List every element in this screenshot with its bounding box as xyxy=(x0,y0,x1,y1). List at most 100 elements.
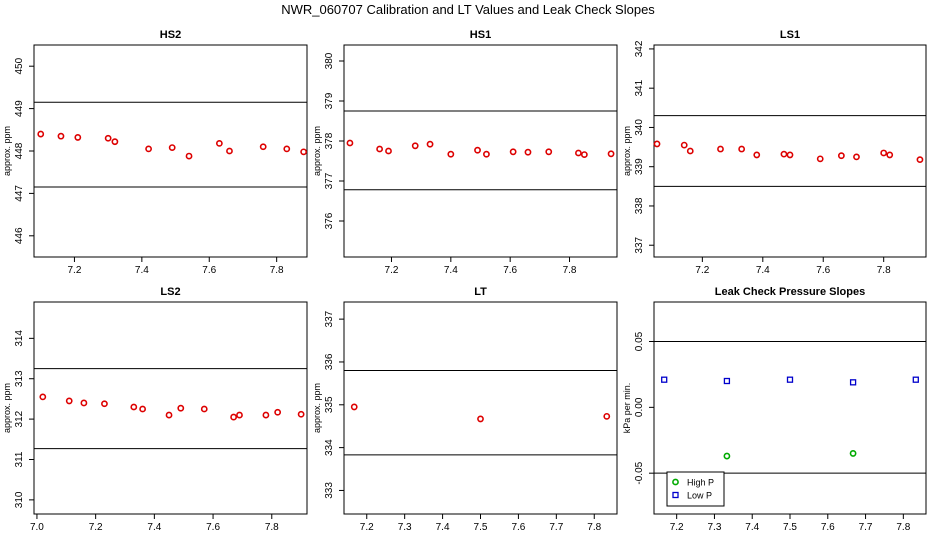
x-tick-label: 7.6 xyxy=(816,265,830,276)
y-axis-label: approx. ppm xyxy=(312,126,322,176)
x-tick-label: 7.8 xyxy=(877,265,891,276)
data-point xyxy=(723,452,731,460)
x-tick-label: 7.6 xyxy=(821,522,835,533)
y-tick-label: 380 xyxy=(324,52,335,69)
data-point xyxy=(686,147,694,155)
data-point xyxy=(346,139,354,147)
panel-3: LS2 7.0 7.2 7.4 7.6 7.8 310 311 312 313 314 approx.… xyxy=(2,286,308,533)
x-tick-label: 7.2 xyxy=(670,522,684,533)
y-axis-label: approx. ppm xyxy=(2,383,12,433)
data-point xyxy=(447,150,455,158)
y-tick-label: 311 xyxy=(14,451,25,467)
panels: HS2 7.2 7.4 7.6 7.8 446 447 448 449 450 approx. pp… xyxy=(2,29,927,533)
figure-title: NWR_060707 Calibration and LT Values and… xyxy=(281,2,655,17)
panel-5: Leak Check Pressure Slopes 7.2 7.3 7.4 7.5 7.… xyxy=(622,286,927,533)
data-point xyxy=(145,145,152,153)
x-tick-label: 7.2 xyxy=(89,522,103,533)
data-point xyxy=(880,149,888,157)
data-point xyxy=(837,152,845,160)
data-point xyxy=(74,134,82,141)
y-tick-label: 335 xyxy=(324,396,335,413)
data-point xyxy=(717,145,724,153)
data-point xyxy=(230,413,238,421)
data-point xyxy=(101,400,108,408)
data-point xyxy=(680,141,688,149)
panel-2: LS1 7.2 7.4 7.6 7.8 337 338 339 340 341 342 approx.… xyxy=(622,29,927,276)
legend-box xyxy=(666,471,725,507)
y-tick-label: 337 xyxy=(634,236,645,253)
x-tick-label: 7.3 xyxy=(707,522,721,533)
y-tick-label: 312 xyxy=(14,410,25,427)
y-tick-label: 333 xyxy=(324,482,335,499)
x-tick-label: 7.2 xyxy=(67,265,81,276)
data-point xyxy=(350,403,358,411)
y-tick-label: 450 xyxy=(14,57,25,74)
data-point xyxy=(653,140,661,148)
x-tick-label: 7.4 xyxy=(147,522,161,533)
y-tick-label: -0.05 xyxy=(634,461,645,484)
data-point xyxy=(426,140,434,148)
y-tick-label: 310 xyxy=(14,491,25,508)
legend-label: High P xyxy=(687,478,714,488)
data-point xyxy=(483,150,490,158)
data-point xyxy=(916,156,924,164)
data-point xyxy=(274,408,282,416)
panel-title: HS1 xyxy=(470,29,491,41)
y-tick-label: 447 xyxy=(14,185,25,202)
panel-title: LS2 xyxy=(160,286,180,298)
x-tick-label: 7.4 xyxy=(756,265,770,276)
data-point xyxy=(236,411,243,419)
data-point xyxy=(474,146,481,154)
y-axis-label: approx. ppm xyxy=(312,383,322,433)
x-tick-label: 7.8 xyxy=(587,522,601,533)
y-axis-label: approx. ppm xyxy=(2,126,12,176)
data-point xyxy=(509,148,517,156)
legend-marker xyxy=(672,478,679,486)
x-tick-label: 7.2 xyxy=(695,265,709,276)
plot-frame xyxy=(343,44,618,258)
data-point xyxy=(215,139,223,147)
data-point xyxy=(259,143,267,151)
y-tick-label: 448 xyxy=(14,142,25,159)
data-point xyxy=(165,411,173,419)
y-tick-label: 0.00 xyxy=(634,397,645,417)
data-point xyxy=(753,151,761,159)
x-tick-label: 7.5 xyxy=(474,522,488,533)
x-tick-label: 7.2 xyxy=(360,522,374,533)
y-axis-label: kPa per min. xyxy=(622,383,632,434)
data-point xyxy=(262,411,270,419)
data-point xyxy=(39,393,47,401)
data-point xyxy=(104,134,112,142)
x-tick-label: 7.6 xyxy=(503,265,517,276)
legend-label: Low P xyxy=(687,491,712,501)
panel-4: LT 7.2 7.3 7.4 7.5 7.6 7.7 7.8 333 334 335 336 337 ap… xyxy=(312,286,618,533)
panel-title: LT xyxy=(474,286,487,298)
data-point xyxy=(130,403,138,411)
y-tick-label: 334 xyxy=(324,439,335,456)
y-tick-label: 377 xyxy=(324,172,335,189)
data-point xyxy=(139,405,147,413)
data-point xyxy=(283,145,291,153)
data-point xyxy=(411,142,419,150)
panel-title: HS2 xyxy=(160,29,181,41)
legend-marker xyxy=(672,491,679,499)
data-point xyxy=(65,397,73,405)
plot-frame xyxy=(343,301,618,515)
data-point xyxy=(297,410,305,418)
data-point xyxy=(849,379,857,386)
data-point xyxy=(37,130,45,138)
x-tick-label: 7.6 xyxy=(206,522,220,533)
x-tick-label: 7.2 xyxy=(385,265,399,276)
data-point xyxy=(661,376,668,383)
data-point xyxy=(376,145,384,153)
panel-title: Leak Check Pressure Slopes xyxy=(715,286,865,298)
y-tick-label: 449 xyxy=(14,100,25,117)
x-tick-label: 7.6 xyxy=(202,265,216,276)
y-tick-label: 336 xyxy=(324,353,335,370)
y-tick-label: 379 xyxy=(324,92,335,109)
data-point xyxy=(57,132,65,140)
data-point xyxy=(111,138,119,146)
x-tick-label: 7.4 xyxy=(135,265,149,276)
data-point xyxy=(853,153,860,161)
